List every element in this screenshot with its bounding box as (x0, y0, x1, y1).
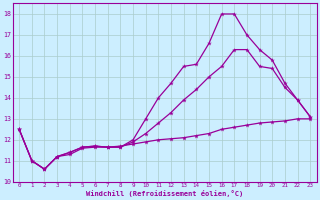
X-axis label: Windchill (Refroidissement éolien,°C): Windchill (Refroidissement éolien,°C) (86, 190, 243, 197)
